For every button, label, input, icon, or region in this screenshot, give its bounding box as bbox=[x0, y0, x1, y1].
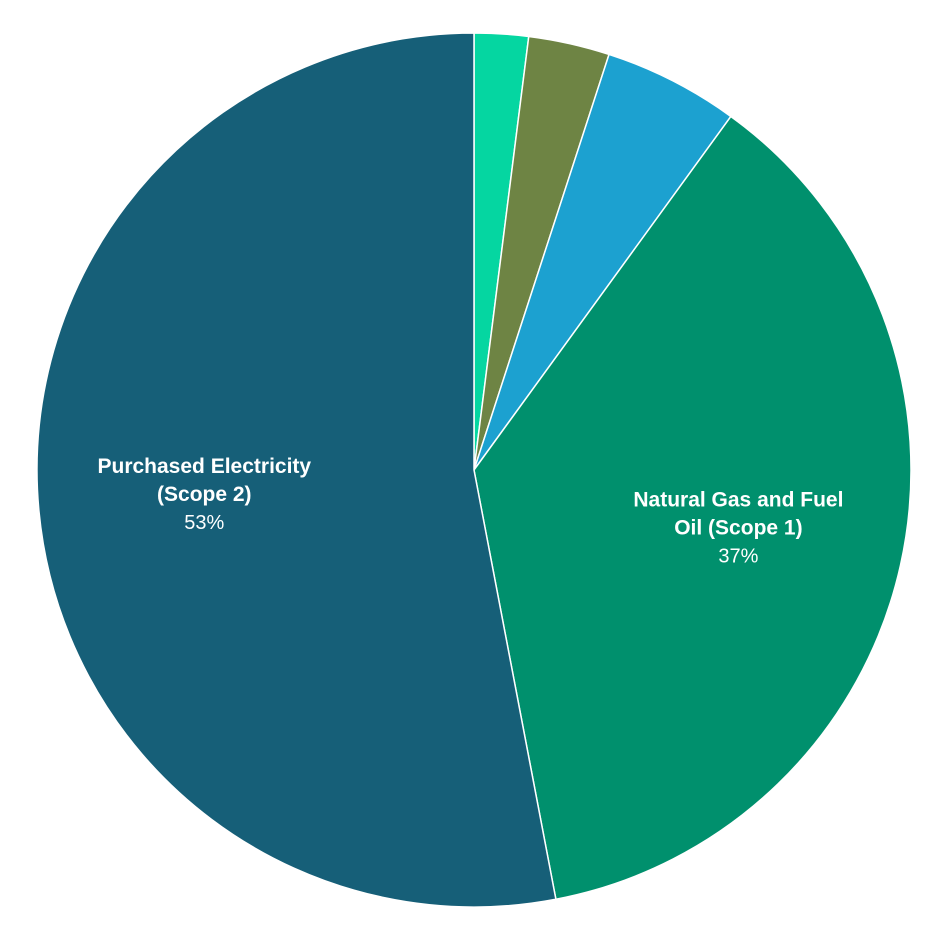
slice-percent-label-3: 37% bbox=[718, 545, 758, 567]
slice-label-3-line-1: Oil (Scope 1) bbox=[674, 517, 802, 540]
pie-labels: Natural Gas and Fuel Oil (Scope 1) 37% Purc… bbox=[97, 455, 843, 567]
slice-label-4-line-0: Purchased Electricity bbox=[97, 455, 311, 478]
slice-label-4-line-1: (Scope 2) bbox=[157, 483, 252, 506]
pie-slice-3 bbox=[473, 115, 912, 901]
slice-percent-label-4: 53% bbox=[184, 512, 224, 534]
pie-slice-4 bbox=[36, 32, 557, 908]
pie-slices bbox=[36, 32, 912, 908]
slice-label-3-line-0: Natural Gas and Fuel bbox=[633, 489, 843, 512]
